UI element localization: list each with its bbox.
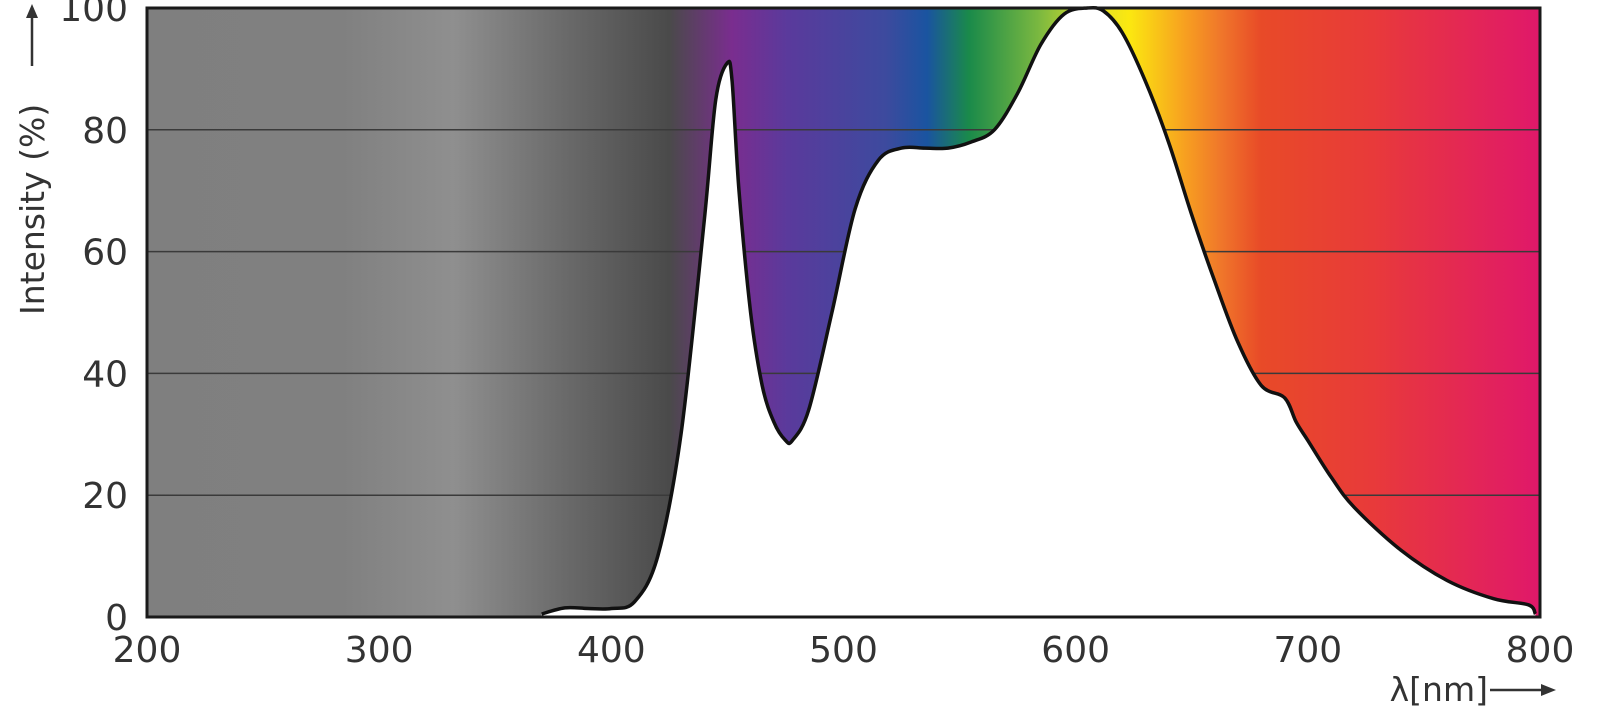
y-tick-label: 0 <box>105 598 128 639</box>
x-axis-arrow <box>1490 684 1556 696</box>
y-tick-label: 60 <box>82 233 128 274</box>
plot-frame <box>145 6 1542 619</box>
x-tick-label: 200 <box>113 630 182 671</box>
spectrum-curve <box>541 5 1537 616</box>
y-axis-ticks: 0 20 40 60 80 100 <box>59 0 128 639</box>
x-tick-label: 700 <box>1273 630 1342 671</box>
y-axis-arrow <box>26 4 38 66</box>
x-tick-label: 800 <box>1506 630 1575 671</box>
y-tick-label: 100 <box>59 0 128 30</box>
x-tick-label: 400 <box>577 630 646 671</box>
x-axis-label: λ[nm] <box>1390 670 1488 709</box>
spectrum-area <box>541 7 1536 617</box>
y-tick-label: 40 <box>82 354 128 395</box>
x-tick-label: 300 <box>345 630 414 671</box>
x-tick-label: 500 <box>809 630 878 671</box>
y-axis-label: Intensity (%) <box>13 104 52 315</box>
x-tick-label: 600 <box>1041 630 1110 671</box>
y-tick-label: 80 <box>82 111 128 152</box>
y-tick-label: 20 <box>82 476 128 517</box>
x-axis-ticks: 200 300 400 500 600 700 800 <box>113 630 1575 671</box>
